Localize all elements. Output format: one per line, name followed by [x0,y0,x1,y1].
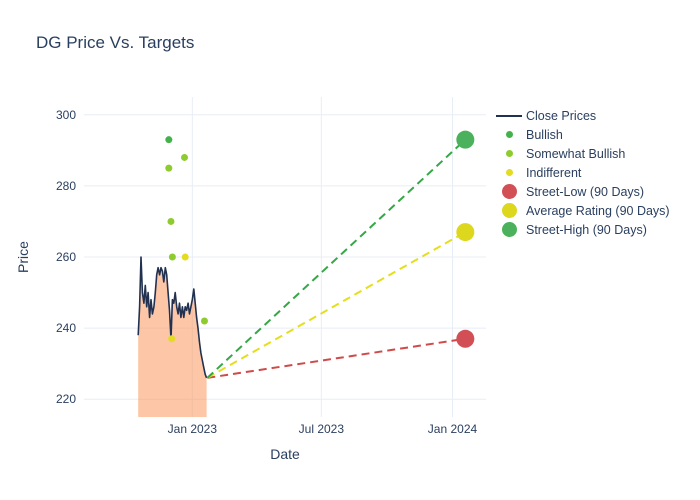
somewhat-bullish-point[interactable] [168,253,176,261]
indifferent-point[interactable] [181,253,189,261]
legend-label: Close Prices [526,108,597,123]
dot-sample-icon [505,169,513,176]
x-axis-title: Date [270,446,300,462]
dot-sample-icon [501,203,517,218]
y-tick-label: 280 [56,179,76,193]
legend-item-street-high-90-days-[interactable]: Street-High (90 Days) [492,220,670,239]
legend-label: Average Rating (90 Days) [526,203,670,218]
somewhat-bullish-point[interactable] [200,317,208,325]
legend-item-somewhat-bullish[interactable]: Somewhat Bullish [492,144,670,163]
somewhat-bullish-point[interactable] [181,153,188,161]
somewhat-bullish-point[interactable] [167,217,175,225]
average-rating-90-days--line [206,231,466,379]
legend-dot-icon [492,169,526,176]
street-low-90-days--line [207,337,466,379]
legend-dot-icon [492,184,526,199]
dot-sample-icon [505,150,513,157]
somewhat-bullish-point[interactable] [165,164,173,172]
legend-item-close-prices[interactable]: Close Prices [492,106,670,125]
legend: Close Prices Bullish Somewhat Bullish Indif… [492,106,670,239]
legend-dot-icon [492,131,526,138]
dot-sample-icon [501,222,517,237]
close-price-line[interactable] [137,256,208,379]
legend-label: Street-High (90 Days) [526,222,647,237]
dot-sample-icon [505,131,513,138]
legend-label: Street-Low (90 Days) [526,184,645,199]
bullish-point[interactable] [165,136,173,144]
legend-item-indifferent[interactable]: Indifferent [492,163,670,182]
dot-sample-icon [501,184,517,199]
y-tick-label: 300 [56,108,76,122]
x-tick-label: Jan 2024 [428,422,478,436]
x-tick-label: Jul 2023 [299,422,345,436]
legend-dot-icon [492,222,526,237]
y-tick-label: 260 [56,250,76,264]
legend-item-average-rating-90-days-[interactable]: Average Rating (90 Days) [492,201,670,220]
indifferent-point[interactable] [168,335,176,343]
y-tick-label: 220 [56,392,76,406]
average-rating-90-days--marker[interactable] [456,223,475,242]
y-tick-label: 240 [56,321,76,335]
line-sample-icon [496,114,522,117]
chart-title: DG Price Vs. Targets [36,33,195,52]
legend-label: Bullish [526,127,563,142]
legend-line-icon [492,114,526,117]
legend-dot-icon [492,150,526,157]
street-low-90-days--marker[interactable] [456,329,475,348]
legend-item-bullish[interactable]: Bullish [492,125,670,144]
street-high-90-days--line [206,138,467,379]
street-high-90-days--marker[interactable] [456,130,475,149]
legend-label: Somewhat Bullish [526,146,626,161]
legend-label: Indifferent [526,165,582,180]
legend-item-street-low-90-days-[interactable]: Street-Low (90 Days) [492,182,670,201]
y-axis-title: Price [15,241,31,273]
legend-dot-icon [492,203,526,218]
x-tick-label: Jan 2023 [168,422,218,436]
